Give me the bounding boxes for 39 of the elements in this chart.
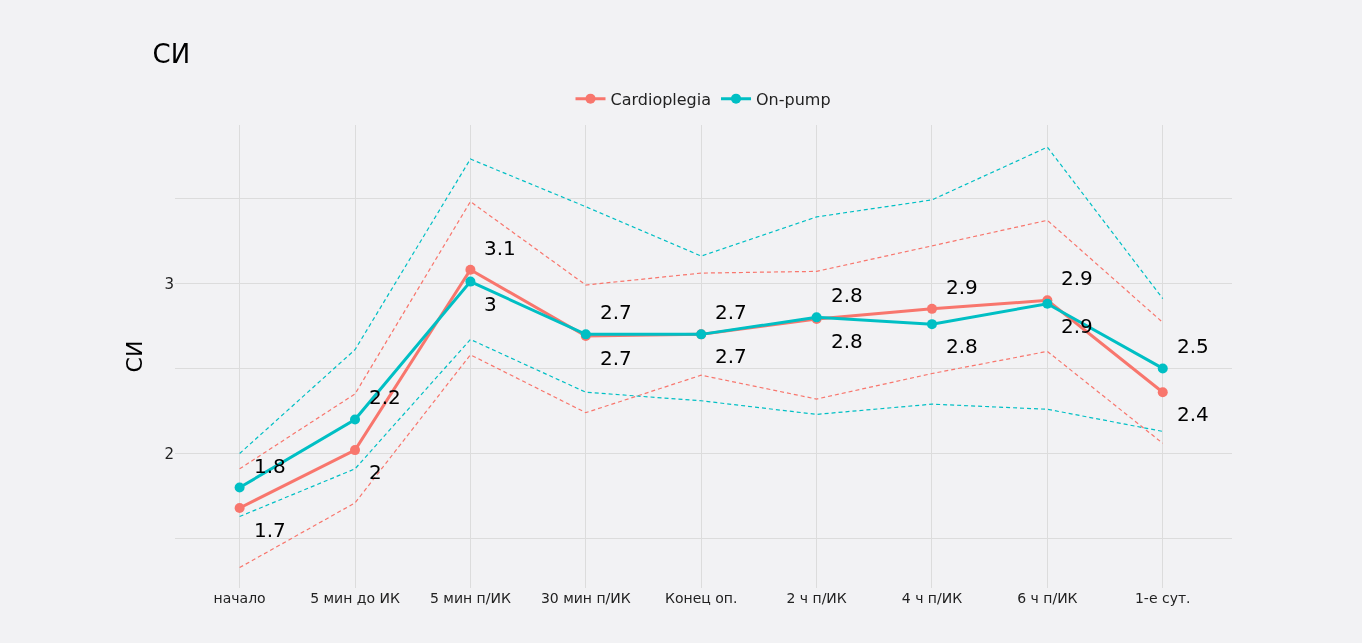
x-tick-label: начало: [213, 590, 266, 606]
x-tick-label: 4 ч п/ИК: [901, 590, 963, 606]
data-label: 2.7: [600, 300, 632, 324]
data-label: 2.7: [715, 344, 747, 368]
legend-label: On-pump: [756, 89, 831, 109]
data-label: 2.8: [831, 283, 863, 307]
data-label: 3.1: [484, 236, 516, 260]
point: [234, 503, 245, 513]
data-label: 3: [484, 292, 497, 316]
x-tick-label: 2 ч п/ИК: [786, 590, 847, 606]
y-axis-title: СИ: [122, 340, 148, 373]
data-label: 2.7: [600, 346, 632, 370]
data-label: 2.9: [946, 275, 978, 299]
x-tick-label: 5 мин п/ИК: [429, 590, 511, 606]
data-label: 2.7: [715, 300, 747, 324]
legend-label: Cardioplegia: [610, 89, 712, 109]
x-tick-label: 5 мин до ИК: [310, 590, 400, 606]
point: [1157, 387, 1168, 398]
x-tick-label: 6 ч п/ИК: [1017, 590, 1078, 606]
chart-title: СИ: [152, 39, 191, 70]
data-label: 2.9: [1061, 266, 1093, 290]
x-tick-label: 30 мин п/ИК: [540, 590, 631, 606]
point: [926, 319, 937, 330]
point: [234, 482, 245, 493]
data-label: 2.5: [1177, 334, 1209, 358]
point: [926, 303, 937, 314]
point: [1157, 363, 1168, 374]
point: [350, 414, 361, 425]
x-tick-label: Конец оп.: [664, 590, 738, 606]
data-label: 2.8: [831, 329, 863, 353]
data-label: 2: [369, 460, 382, 484]
point: [465, 276, 476, 287]
data-label: 2.8: [946, 334, 978, 358]
point: [465, 264, 476, 275]
data-label: 1.7: [254, 518, 286, 542]
line-series: [239, 146, 1164, 455]
data-label: 2.4: [1177, 402, 1209, 426]
x-tick-label: 1-е сут.: [1134, 590, 1191, 606]
point: [350, 445, 361, 456]
